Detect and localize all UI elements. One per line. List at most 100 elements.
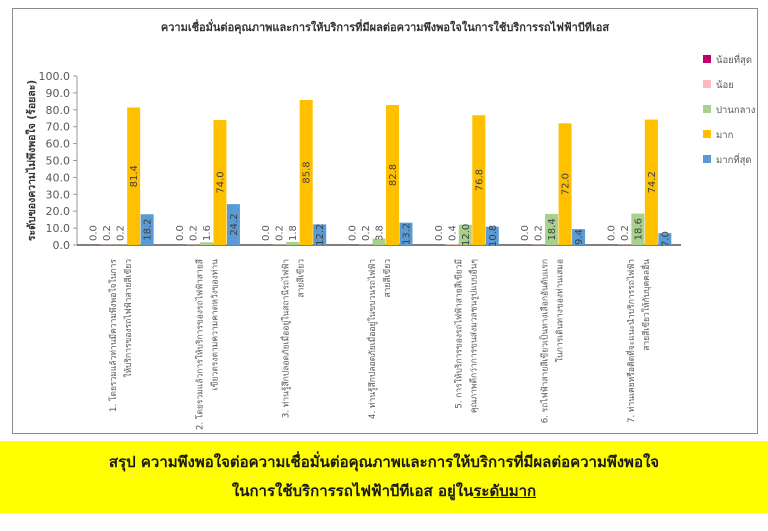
- category-label: สายสีเขียว: [382, 259, 393, 298]
- data-label: 9.4: [574, 229, 585, 245]
- category-label: ให้บริการของรถไฟฟ้าสายสีเขียว: [123, 259, 134, 378]
- data-label: 1.8: [288, 225, 299, 241]
- data-label: 0.2: [275, 225, 286, 241]
- category-label: 1. โดยรวมแล้วท่านมีความพึงพอใจในการ: [108, 259, 119, 412]
- summary-level: ระดับมาก: [473, 482, 537, 500]
- y-tick-label: 80.0: [46, 104, 71, 117]
- bar: [313, 224, 327, 245]
- category-label: เขียวตรงตามความคาดหวังของท่าน: [209, 259, 220, 390]
- category-label: 2. โดยรวมแล้วการให้บริการของรถไฟฟ้าสายสี: [194, 258, 205, 430]
- data-label: 13.2: [402, 223, 413, 245]
- legend-label: มาก: [716, 130, 734, 141]
- bar: [485, 226, 499, 245]
- chart-title: ความเชื่อมั่นต่อคุณภาพและการให้บริการที่…: [161, 19, 610, 35]
- bar: [386, 105, 399, 246]
- legend-swatch: [703, 130, 711, 138]
- y-tick-label: 30.0: [46, 188, 71, 201]
- y-tick-label: 0.0: [53, 239, 71, 252]
- data-label: 12.0: [461, 224, 472, 246]
- data-label: 81.4: [129, 165, 140, 187]
- summary-line-1: สรุป ความพึงพอใจต่อความเชื่อมั่นต่อคุณภา…: [108, 453, 660, 471]
- legend-swatch: [703, 155, 711, 163]
- category-label: 4. ท่านรู้สึกปลอดภัยเมื่ออยู่ในขบวนรถไฟฟ…: [366, 259, 378, 419]
- y-tick-label: 60.0: [46, 138, 71, 151]
- data-label: 18.2: [143, 218, 154, 240]
- bar: [445, 244, 459, 245]
- legend-swatch: [703, 105, 711, 113]
- category-label: สายสีเขียว: [296, 259, 307, 298]
- data-label: 76.8: [474, 169, 485, 191]
- bar: [558, 123, 572, 245]
- data-label: 0.2: [102, 225, 113, 241]
- bar: [299, 99, 313, 245]
- bar: [631, 213, 645, 245]
- data-label: 72.0: [561, 173, 572, 195]
- y-tick-label: 70.0: [46, 121, 71, 134]
- data-label: 74.0: [215, 171, 226, 193]
- legend-swatch: [703, 55, 711, 63]
- summary-banner: สรุป ความพึงพอใจต่อความเชื่อมั่นต่อคุณภา…: [0, 441, 768, 513]
- data-label: 10.8: [488, 225, 499, 247]
- legend-label: ปานกลาง: [716, 105, 755, 116]
- data-label: 18.4: [547, 218, 558, 240]
- bar: [458, 224, 472, 245]
- bar: [213, 119, 227, 245]
- category-label: 5. การให้บริการของรถไฟฟ้าสายสีเขียวมี: [453, 259, 464, 409]
- data-label: 0.2: [188, 225, 199, 241]
- data-label: 0.0: [434, 225, 445, 241]
- data-label: 0.2: [116, 225, 127, 241]
- bar: [545, 213, 559, 245]
- y-axis-label: ระดับของความไม่พึงพอใจ (ร้อยละ): [24, 80, 38, 241]
- legend-swatch: [703, 80, 711, 88]
- data-label: 3.8: [375, 225, 386, 241]
- data-label: 0.0: [89, 225, 100, 241]
- summary-line-2: ในการใช้บริการรถไฟฟ้าบีทีเอส อยู่ในระดับ…: [0, 477, 768, 506]
- category-label: ในการเดินทางของท่านเสมอ: [555, 259, 566, 362]
- bar: [572, 229, 586, 245]
- category-label: 6. รถไฟฟ้าสายสีเขียวเป็นทางเลือกอันดับแร…: [539, 259, 551, 423]
- data-label: 82.8: [388, 164, 399, 186]
- data-label: 0.0: [261, 225, 272, 241]
- data-label: 0.0: [520, 225, 531, 241]
- y-tick-label: 10.0: [46, 222, 71, 235]
- data-label: 0.0: [175, 225, 186, 241]
- category-label: 3. ท่านรู้สึกปลอดภัยเมื่ออยู่ในสถานีรถไฟ…: [280, 259, 292, 418]
- bar: [199, 242, 213, 245]
- bar: [372, 238, 386, 245]
- y-tick-label: 100.0: [39, 70, 71, 83]
- bar: [140, 214, 154, 245]
- bar: [472, 115, 486, 245]
- category-label: คุณภาพดีกว่าการขนส่งมวลชนรูปแบบอื่นๆ: [467, 259, 479, 413]
- data-label: 0.0: [606, 225, 617, 241]
- chart-container: ความเชื่อมั่นต่อคุณภาพและการให้บริการที่…: [12, 8, 758, 434]
- y-tick-label: 40.0: [46, 171, 71, 184]
- data-label: 0.2: [361, 225, 372, 241]
- legend-label: น้อย: [716, 80, 734, 91]
- data-label: 0.4: [447, 225, 458, 241]
- category-label: 7. ท่านเคยหรือคิดที่จะแนะนำบริการรถไฟฟ้า: [625, 259, 637, 423]
- bar: [127, 107, 141, 246]
- summary-line-2-text: ในการใช้บริการรถไฟฟ้าบีทีเอส อยู่ใน: [231, 482, 474, 500]
- legend-label: น้อยที่สุด: [716, 53, 752, 66]
- data-label: 74.2: [647, 171, 658, 193]
- y-tick-label: 20.0: [46, 205, 71, 218]
- category-label: สายสีเขียวให้กับบุคคลอื่น: [640, 259, 652, 351]
- data-label: 85.8: [302, 161, 313, 183]
- data-label: 24.2: [229, 213, 240, 235]
- bar: [286, 241, 300, 245]
- data-label: 1.6: [202, 225, 213, 241]
- data-label: 0.2: [534, 225, 545, 241]
- bar-chart: ความเชื่อมั่นต่อคุณภาพและการให้บริการที่…: [24, 19, 755, 430]
- bar: [644, 119, 658, 245]
- bar: [399, 222, 413, 245]
- data-label: 0.2: [620, 225, 631, 241]
- legend-label: มากที่สุด: [716, 153, 752, 166]
- data-label: 12.2: [315, 224, 326, 246]
- data-label: 18.6: [633, 218, 644, 240]
- data-label: 0.0: [348, 225, 359, 241]
- bar: [226, 204, 240, 245]
- data-label: 7.0: [660, 231, 671, 247]
- bar: [658, 233, 672, 245]
- y-tick-label: 50.0: [46, 155, 71, 168]
- y-tick-label: 90.0: [46, 87, 71, 100]
